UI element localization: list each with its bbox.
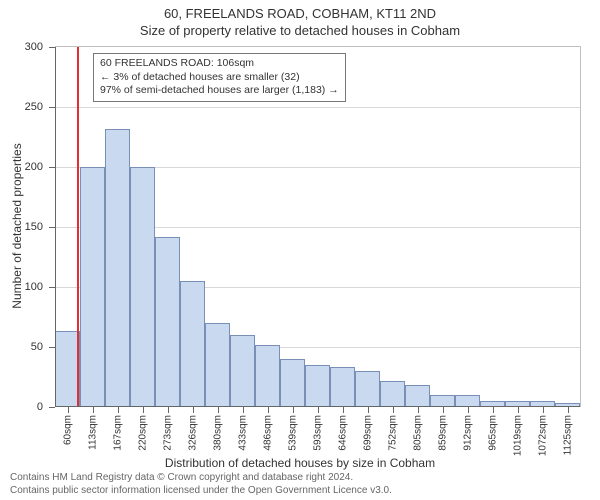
- x-tick-mark: [568, 407, 569, 413]
- x-tick-mark: [143, 407, 144, 413]
- histogram-bar: [280, 359, 305, 407]
- x-tick-mark: [318, 407, 319, 413]
- x-tick-label: 912sqm: [462, 415, 473, 451]
- x-tick-label: 326sqm: [187, 415, 198, 451]
- chart-subtitle: Size of property relative to detached ho…: [0, 21, 600, 38]
- histogram-bar: [205, 323, 230, 407]
- histogram-bar: [130, 167, 155, 407]
- x-tick-label: 1019sqm: [512, 415, 523, 456]
- x-axis-label: Distribution of detached houses by size …: [0, 456, 600, 470]
- x-tick-mark: [243, 407, 244, 413]
- x-tick-label: 1072sqm: [537, 415, 548, 456]
- y-tick-label: 150: [25, 221, 43, 233]
- footer-line2: Contains public sector information licen…: [10, 485, 392, 498]
- x-tick-label: 113sqm: [87, 415, 98, 450]
- histogram-bar: [255, 345, 280, 407]
- chart-container: 60, FREELANDS ROAD, COBHAM, KT11 2ND Siz…: [0, 0, 600, 500]
- x-tick-mark: [468, 407, 469, 413]
- histogram-bar: [180, 281, 205, 407]
- x-tick-label: 1125sqm: [562, 415, 573, 455]
- y-tick-label: 200: [25, 161, 43, 173]
- x-tick-label: 167sqm: [112, 415, 123, 451]
- x-tick-mark: [543, 407, 544, 413]
- x-tick-label: 593sqm: [312, 415, 323, 451]
- x-tick-mark: [368, 407, 369, 413]
- x-tick-label: 752sqm: [387, 415, 398, 451]
- y-tick-label: 0: [37, 401, 43, 413]
- property-marker-line: [77, 47, 79, 407]
- plot-area: 05010015020025030060sqm113sqm167sqm220sq…: [55, 46, 581, 407]
- x-tick-mark: [68, 407, 69, 413]
- x-tick-mark: [493, 407, 494, 413]
- histogram-bar: [330, 367, 355, 407]
- x-tick-label: 699sqm: [362, 415, 373, 451]
- x-tick-mark: [418, 407, 419, 413]
- x-tick-mark: [218, 407, 219, 413]
- x-tick-label: 220sqm: [137, 415, 148, 451]
- histogram-bar: [305, 365, 330, 407]
- histogram-bar: [355, 371, 380, 407]
- x-tick-label: 965sqm: [487, 415, 498, 451]
- x-tick-mark: [118, 407, 119, 413]
- y-tick-label: 100: [25, 281, 43, 293]
- x-tick-mark: [193, 407, 194, 413]
- x-tick-label: 646sqm: [337, 415, 348, 451]
- x-tick-label: 486sqm: [262, 415, 273, 451]
- y-tick-label: 50: [31, 341, 43, 353]
- y-axis: [55, 47, 56, 407]
- footer-line1: Contains HM Land Registry data © Crown c…: [10, 472, 392, 485]
- annotation-line: ← 3% of detached houses are smaller (32): [100, 71, 339, 85]
- histogram-bar: [380, 381, 405, 407]
- gridline: [55, 107, 580, 108]
- x-tick-label: 273sqm: [162, 415, 173, 451]
- annotation-line: 60 FREELANDS ROAD: 106sqm: [100, 57, 339, 71]
- x-tick-label: 433sqm: [237, 415, 248, 451]
- x-tick-label: 60sqm: [62, 415, 73, 445]
- x-tick-mark: [393, 407, 394, 413]
- x-axis: [55, 406, 580, 407]
- annotation-box: 60 FREELANDS ROAD: 106sqm← 3% of detache…: [93, 53, 346, 102]
- y-tick-label: 300: [25, 41, 43, 53]
- x-tick-label: 859sqm: [437, 415, 448, 451]
- x-tick-mark: [268, 407, 269, 413]
- y-tick-label: 250: [25, 101, 43, 113]
- histogram-bar: [230, 335, 255, 407]
- y-tick-mark: [49, 407, 55, 408]
- x-tick-mark: [168, 407, 169, 413]
- histogram-bar: [155, 237, 180, 407]
- annotation-line: 97% of semi-detached houses are larger (…: [100, 84, 339, 98]
- histogram-bar: [105, 129, 130, 407]
- chart-title-address: 60, FREELANDS ROAD, COBHAM, KT11 2ND: [0, 0, 600, 21]
- footer-attribution: Contains HM Land Registry data © Crown c…: [10, 472, 392, 497]
- x-tick-label: 805sqm: [412, 415, 423, 451]
- y-axis-label: Number of detached properties: [10, 143, 24, 308]
- x-tick-label: 539sqm: [287, 415, 298, 451]
- x-tick-mark: [518, 407, 519, 413]
- x-tick-mark: [343, 407, 344, 413]
- x-tick-mark: [443, 407, 444, 413]
- histogram-bar: [80, 167, 105, 407]
- histogram-bar: [405, 385, 430, 407]
- x-tick-label: 380sqm: [212, 415, 223, 451]
- x-tick-mark: [93, 407, 94, 413]
- x-tick-mark: [293, 407, 294, 413]
